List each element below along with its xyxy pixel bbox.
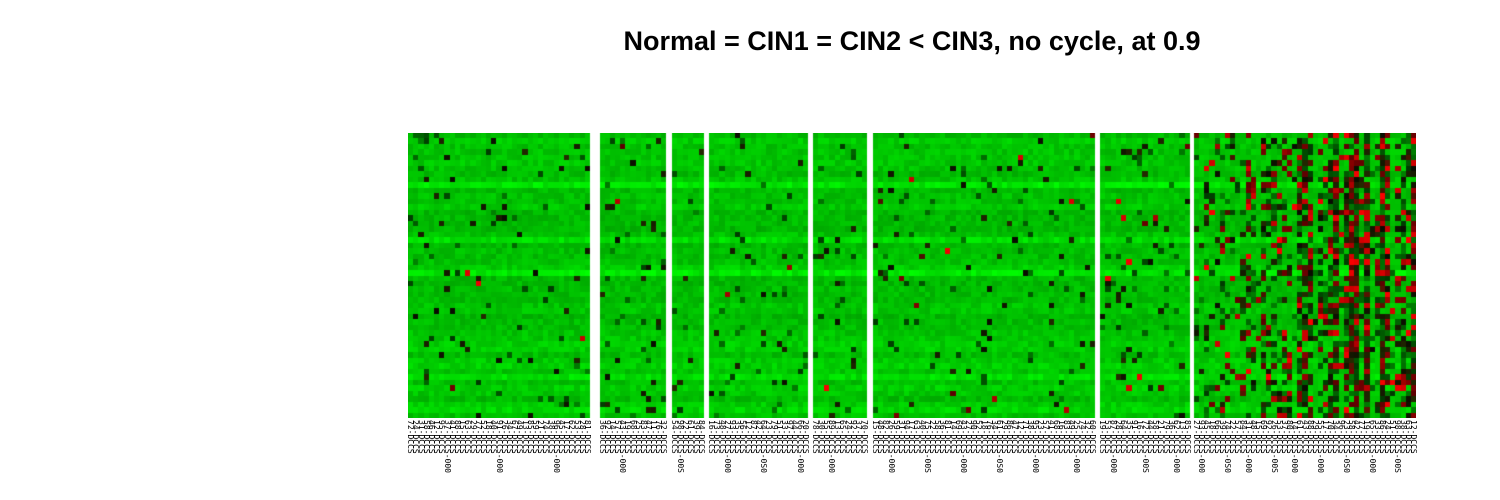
column-label: 70-DCCS xyxy=(859,420,869,454)
column-label: 12-DCCS xyxy=(1408,420,1418,454)
column-label: 60-DCCS xyxy=(1087,420,1097,454)
column-label: 20-DCCS xyxy=(800,420,810,454)
heatmap-canvas xyxy=(408,133,1416,418)
chart-title: Normal = CIN1 = CIN2 < CIN3, no cycle, a… xyxy=(623,26,1201,56)
column-label: 84-DCCS xyxy=(696,420,706,454)
column-label: 85-DCCS xyxy=(1182,420,1192,454)
column-label: 81-DCCS xyxy=(582,420,592,454)
column-label: 32-DCCS xyxy=(658,420,668,454)
x-axis-labels: 72-DCCS 24-DCCS 31-DCCS 58-DCCS 46-DCCS 12-DC… xyxy=(0,420,1500,500)
